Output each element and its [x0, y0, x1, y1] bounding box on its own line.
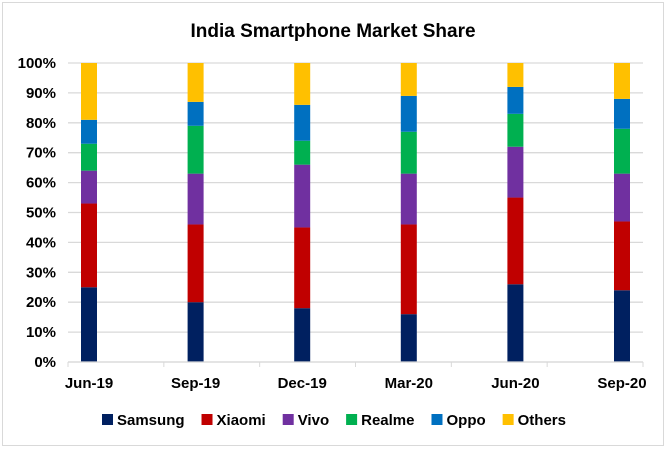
y-tick-label: 30% [26, 264, 56, 281]
bar-segment-vivo-jun-19 [81, 170, 97, 204]
bar-segment-oppo-sep-19 [187, 101, 204, 126]
bar-segment-oppo-dec-19 [294, 104, 311, 141]
bar-segment-oppo-sep-20 [614, 98, 630, 129]
bar-segment-others-jun-19 [81, 63, 97, 120]
bar-segment-realme-sep-19 [187, 125, 204, 174]
bar-segment-realme-jun-19 [81, 143, 97, 171]
y-tick-label: 20% [26, 294, 56, 311]
bar-segment-others-sep-19 [187, 63, 204, 102]
x-tick-label: Jun-20 [491, 375, 539, 392]
y-tick-label: 40% [26, 234, 56, 251]
bar-segment-realme-jun-20 [507, 113, 524, 147]
x-tick-label: Jun-19 [65, 375, 113, 392]
bar-segment-others-dec-19 [294, 63, 311, 105]
x-tick-label: Sep-20 [597, 375, 646, 392]
chart-title: India Smartphone Market Share [190, 21, 475, 42]
legend-label-realme: Realme [361, 412, 414, 429]
bar-segment-vivo-jun-20 [507, 146, 524, 198]
bar-segment-vivo-sep-19 [187, 173, 204, 225]
bar-segment-xiaomi-jun-19 [81, 203, 97, 288]
legend-label-others: Others [518, 412, 566, 429]
bar-segment-xiaomi-mar-20 [400, 224, 417, 315]
bar-segment-samsung-sep-20 [614, 290, 630, 362]
bar-segment-vivo-mar-20 [400, 173, 417, 225]
y-tick-label: 50% [26, 205, 56, 222]
bar-segment-realme-dec-19 [294, 140, 311, 165]
bar-segment-xiaomi-sep-20 [614, 221, 630, 291]
bar-segment-oppo-jun-20 [507, 86, 524, 114]
legend-label-samsung: Samsung [117, 412, 185, 429]
bar-segment-samsung-jun-20 [507, 284, 524, 362]
bar-segment-others-mar-20 [400, 63, 417, 96]
x-tick-label: Sep-19 [171, 375, 220, 392]
y-tick-label: 0% [34, 354, 56, 371]
x-tick-label: Mar-20 [385, 375, 433, 392]
bar-segment-samsung-sep-19 [187, 302, 204, 362]
legend-swatch-others [502, 414, 514, 425]
legend-label-vivo: Vivo [298, 412, 329, 429]
bar-segment-xiaomi-jun-20 [507, 197, 524, 285]
legend-swatch-xiaomi [201, 414, 213, 425]
legend-label-oppo: Oppo [446, 412, 485, 429]
y-tick-label: 70% [26, 145, 56, 162]
bar-segment-oppo-jun-19 [81, 119, 97, 144]
y-tick-label: 90% [26, 85, 56, 102]
bar-segment-samsung-dec-19 [294, 308, 311, 362]
bar-segment-samsung-jun-19 [81, 287, 97, 362]
bar-segment-xiaomi-dec-19 [294, 227, 311, 309]
bar-segment-vivo-sep-20 [614, 173, 630, 222]
x-tick-label: Dec-19 [278, 375, 327, 392]
legend-label-xiaomi: Xiaomi [217, 412, 266, 429]
legend-swatch-samsung [102, 414, 113, 425]
bar-segment-others-jun-20 [507, 63, 524, 87]
bar-segment-xiaomi-sep-19 [187, 224, 204, 303]
chart-frame [2, 2, 664, 446]
y-tick-label: 80% [26, 115, 56, 132]
legend-swatch-oppo [431, 414, 443, 425]
bar-segment-samsung-mar-20 [400, 314, 417, 362]
bar-segment-vivo-dec-19 [294, 164, 311, 228]
bar-segment-others-sep-20 [614, 63, 630, 99]
bar-segment-realme-mar-20 [400, 131, 417, 174]
bar-segment-realme-sep-20 [614, 128, 630, 174]
y-tick-label: 60% [26, 175, 56, 192]
legend-swatch-vivo [282, 414, 294, 425]
y-tick-label: 100% [18, 55, 56, 72]
bar-segment-oppo-mar-20 [400, 95, 417, 132]
legend-swatch-realme [346, 414, 358, 425]
y-tick-label: 10% [26, 324, 56, 341]
